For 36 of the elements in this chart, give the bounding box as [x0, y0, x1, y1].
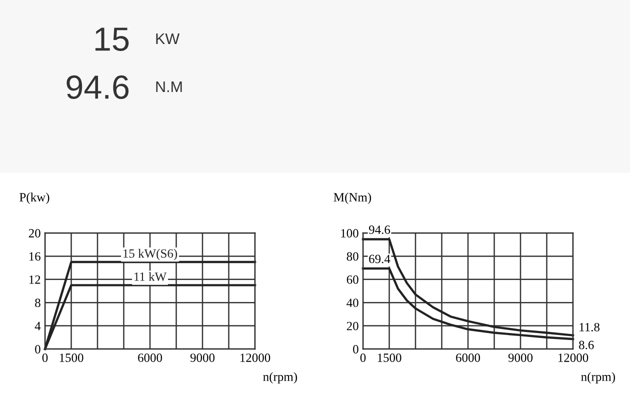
x-tick-label: 6000 [456, 354, 480, 362]
text: 94.6 [66, 75, 129, 99]
y-axis-title: P(kw) [20, 192, 50, 204]
text: 15 [95, 28, 129, 51]
y-axis-title: M(Nm) [334, 192, 372, 204]
x-tick-label: 9000 [508, 354, 533, 362]
x-tick-label: 1500 [60, 354, 84, 362]
y-tick-label: 0 [353, 345, 358, 354]
y-tick-label: 4 [34, 322, 41, 330]
x-tick-label: 0 [42, 354, 48, 362]
y-tick-label: 12 [29, 275, 40, 284]
y-tick-label: 0 [35, 345, 40, 354]
x-tick-label: 12000 [240, 354, 270, 362]
text: N.M [156, 81, 182, 92]
y-tick-label: 80 [346, 252, 358, 261]
text: KW [156, 33, 180, 44]
x-tick-label: 6000 [138, 354, 162, 362]
y-tick-label: 8 [35, 298, 40, 308]
x-tick-label: 12000 [558, 354, 588, 362]
x-tick-label: 9000 [190, 354, 215, 362]
series-label: 11 kW [134, 272, 167, 281]
data-label: 69.4 [369, 254, 390, 264]
y-tick-label: 60 [346, 275, 358, 284]
x-tick-label: 0 [360, 354, 366, 362]
data-label: 11.8 [580, 322, 600, 332]
x-tick-label: 1500 [378, 354, 402, 362]
y-tick-label: 100 [341, 229, 358, 238]
data-label: 8.6 [579, 340, 594, 350]
y-tick-label: 20 [28, 229, 40, 238]
x-axis-title: n(rpm) [581, 372, 616, 384]
data-label: 94.6 [368, 226, 390, 234]
y-tick-label: 40 [346, 298, 358, 308]
x-axis-title: n(rpm) [263, 372, 298, 384]
series-label: 15 kW(S6) [124, 248, 178, 260]
y-tick-label: 20 [346, 322, 358, 330]
y-tick-label: 16 [29, 252, 40, 261]
